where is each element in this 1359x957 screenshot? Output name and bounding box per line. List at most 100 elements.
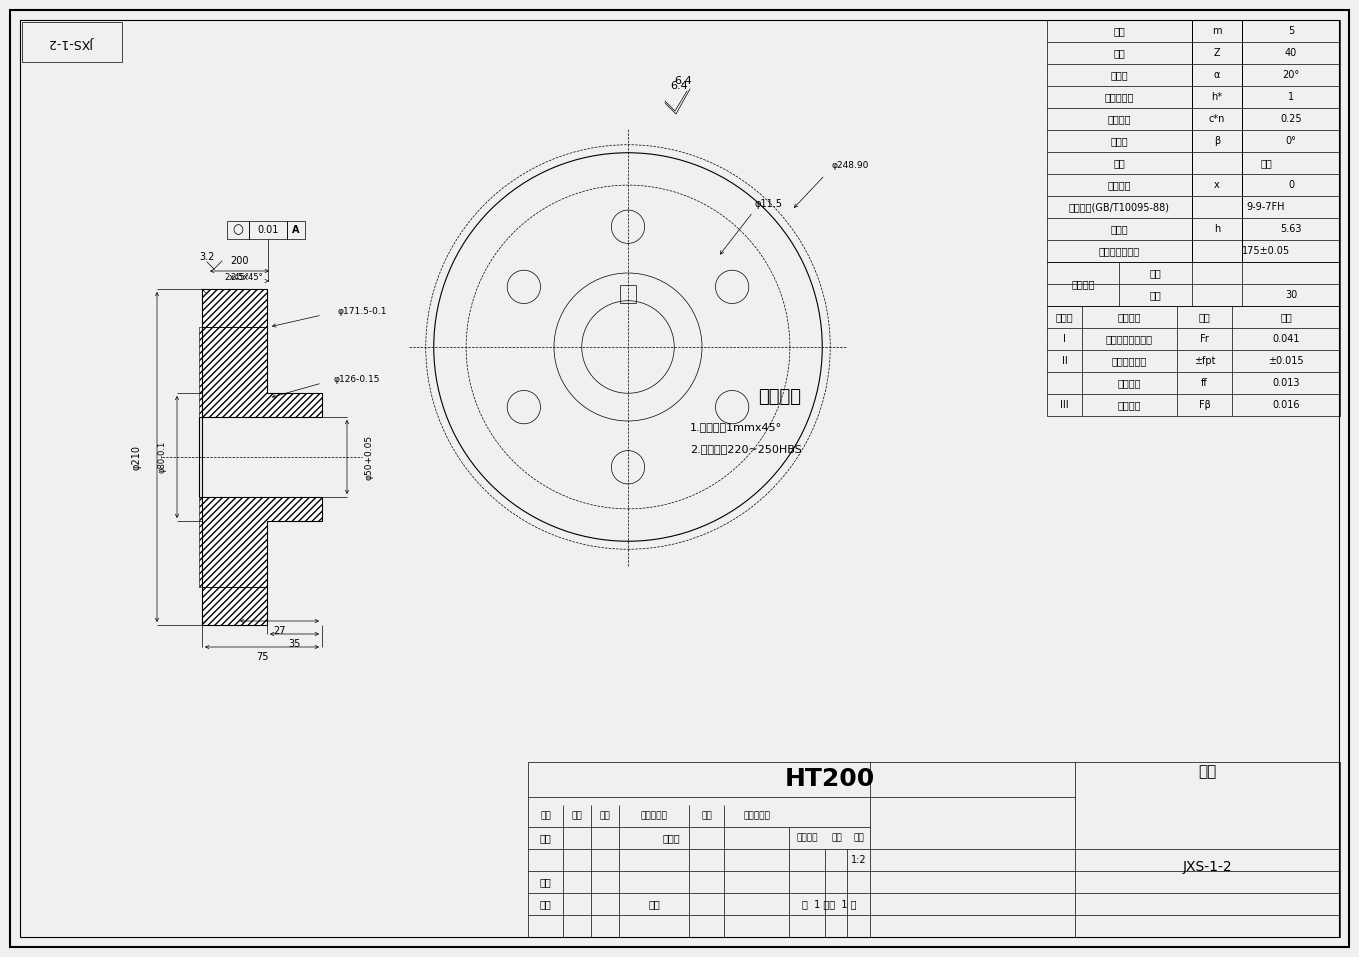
Text: ff: ff <box>1201 378 1208 388</box>
Text: 变位系数: 变位系数 <box>1108 180 1131 190</box>
Polygon shape <box>198 327 322 417</box>
Text: φ11.5: φ11.5 <box>754 199 781 209</box>
Polygon shape <box>198 497 322 587</box>
Text: 代号: 代号 <box>1199 312 1211 322</box>
Text: h*: h* <box>1211 92 1223 102</box>
Text: 齿轮: 齿轮 <box>1199 764 1216 779</box>
Text: 齿形角: 齿形角 <box>1110 70 1128 80</box>
Text: 审核: 审核 <box>540 877 552 887</box>
Text: φ126-0.15: φ126-0.15 <box>334 375 381 385</box>
Text: 直齿: 直齿 <box>1260 158 1272 168</box>
Text: ○: ○ <box>232 224 243 236</box>
Text: 标准化: 标准化 <box>663 833 681 843</box>
Text: 检查项目: 检查项目 <box>1117 312 1142 322</box>
Text: x: x <box>1214 180 1220 190</box>
Text: 40: 40 <box>1284 48 1296 58</box>
Text: 1.未注倒角1mmx45°: 1.未注倒角1mmx45° <box>690 422 783 432</box>
Text: II: II <box>1061 356 1067 366</box>
Text: 批准: 批准 <box>648 899 660 909</box>
Bar <box>22 22 122 62</box>
Text: 5: 5 <box>1288 26 1294 36</box>
Text: 9-9-7FH: 9-9-7FH <box>1246 202 1286 212</box>
Bar <box>1046 262 1340 306</box>
Text: 齿向公差: 齿向公差 <box>1117 400 1142 410</box>
Text: 6.4: 6.4 <box>670 81 688 91</box>
Text: 0.016: 0.016 <box>1272 400 1299 410</box>
Text: 阶段标记: 阶段标记 <box>796 834 818 842</box>
Text: 27: 27 <box>273 626 285 636</box>
Bar <box>1046 306 1340 416</box>
Text: 0.25: 0.25 <box>1280 114 1302 124</box>
Text: 公差组: 公差组 <box>1056 312 1074 322</box>
Text: 2.调质处理220~250HBS: 2.调质处理220~250HBS <box>690 444 802 454</box>
Text: 中心距及其偏差: 中心距及其偏差 <box>1099 246 1140 256</box>
Text: 技术要求: 技术要求 <box>758 388 802 406</box>
Text: 处数: 处数 <box>572 812 583 820</box>
Text: φ210: φ210 <box>132 444 141 470</box>
Text: JXS-1-2: JXS-1-2 <box>49 35 95 49</box>
Text: ±fpt: ±fpt <box>1193 356 1215 366</box>
Text: 螺旋角: 螺旋角 <box>1110 136 1128 146</box>
Bar <box>529 762 1340 937</box>
Text: 2.5x45°: 2.5x45° <box>231 273 264 281</box>
Text: 更改文件号: 更改文件号 <box>640 812 667 820</box>
Text: I: I <box>1063 334 1065 344</box>
Text: 顶隙系数: 顶隙系数 <box>1108 114 1131 124</box>
Polygon shape <box>202 587 266 625</box>
Text: 齿数: 齿数 <box>1113 48 1125 58</box>
Bar <box>1046 20 1340 262</box>
Text: 0.013: 0.013 <box>1272 378 1299 388</box>
Text: 5.63: 5.63 <box>1280 224 1302 234</box>
Text: 模数: 模数 <box>1113 26 1125 36</box>
Text: β: β <box>1214 136 1220 146</box>
Polygon shape <box>202 289 266 327</box>
Bar <box>287 221 304 239</box>
Text: h: h <box>1214 224 1220 234</box>
Text: φ80-0.1: φ80-0.1 <box>158 441 167 473</box>
Text: 标记: 标记 <box>540 812 550 820</box>
Text: 齿圈径向跳动公差: 齿圈径向跳动公差 <box>1106 334 1152 344</box>
Text: 重量: 重量 <box>830 834 841 842</box>
Text: α: α <box>1214 70 1220 80</box>
Text: 齿形公差: 齿形公差 <box>1117 378 1142 388</box>
Text: Fr: Fr <box>1200 334 1210 344</box>
Text: 2x45°: 2x45° <box>224 273 250 281</box>
Text: JXS-1-2: JXS-1-2 <box>1182 860 1233 874</box>
Text: 0.01: 0.01 <box>257 225 279 235</box>
Bar <box>620 285 636 302</box>
Text: 0°: 0° <box>1286 136 1296 146</box>
Text: 公差: 公差 <box>1280 312 1292 322</box>
Text: ±0.015: ±0.015 <box>1268 356 1303 366</box>
Text: 75: 75 <box>255 652 268 662</box>
Text: 175±0.05: 175±0.05 <box>1242 246 1290 256</box>
Text: 30: 30 <box>1284 290 1296 300</box>
Text: 精度等级(GB/T10095-88): 精度等级(GB/T10095-88) <box>1070 202 1170 212</box>
Text: 工艺: 工艺 <box>540 899 552 909</box>
Text: 0: 0 <box>1288 180 1294 190</box>
Text: 全齿高: 全齿高 <box>1110 224 1128 234</box>
Text: 0.041: 0.041 <box>1272 334 1299 344</box>
Text: 1: 1 <box>1288 92 1294 102</box>
Text: 旋向: 旋向 <box>1113 158 1125 168</box>
Text: 基节极限偏差: 基节极限偏差 <box>1112 356 1147 366</box>
Text: A: A <box>292 225 300 235</box>
Text: 200: 200 <box>230 256 249 266</box>
Text: φ248.90: φ248.90 <box>832 161 868 169</box>
Text: φ50+0.05: φ50+0.05 <box>364 434 374 479</box>
Polygon shape <box>202 327 266 393</box>
Text: Z: Z <box>1214 48 1220 58</box>
Text: 共  1 张第  1 张: 共 1 张第 1 张 <box>802 899 856 909</box>
Text: 比例: 比例 <box>853 834 864 842</box>
Text: 年、月、日: 年、月、日 <box>743 812 771 820</box>
Text: 图号: 图号 <box>1150 268 1162 278</box>
Bar <box>249 221 287 239</box>
Polygon shape <box>202 521 266 587</box>
Text: III: III <box>1060 400 1068 410</box>
Text: 设计: 设计 <box>540 833 552 843</box>
Text: 35: 35 <box>288 639 300 649</box>
Text: 1:2: 1:2 <box>851 855 867 865</box>
Text: c*n: c*n <box>1208 114 1226 124</box>
Text: 分区: 分区 <box>599 812 610 820</box>
Text: 6.4: 6.4 <box>674 76 692 86</box>
Text: 齿数: 齿数 <box>1150 290 1162 300</box>
